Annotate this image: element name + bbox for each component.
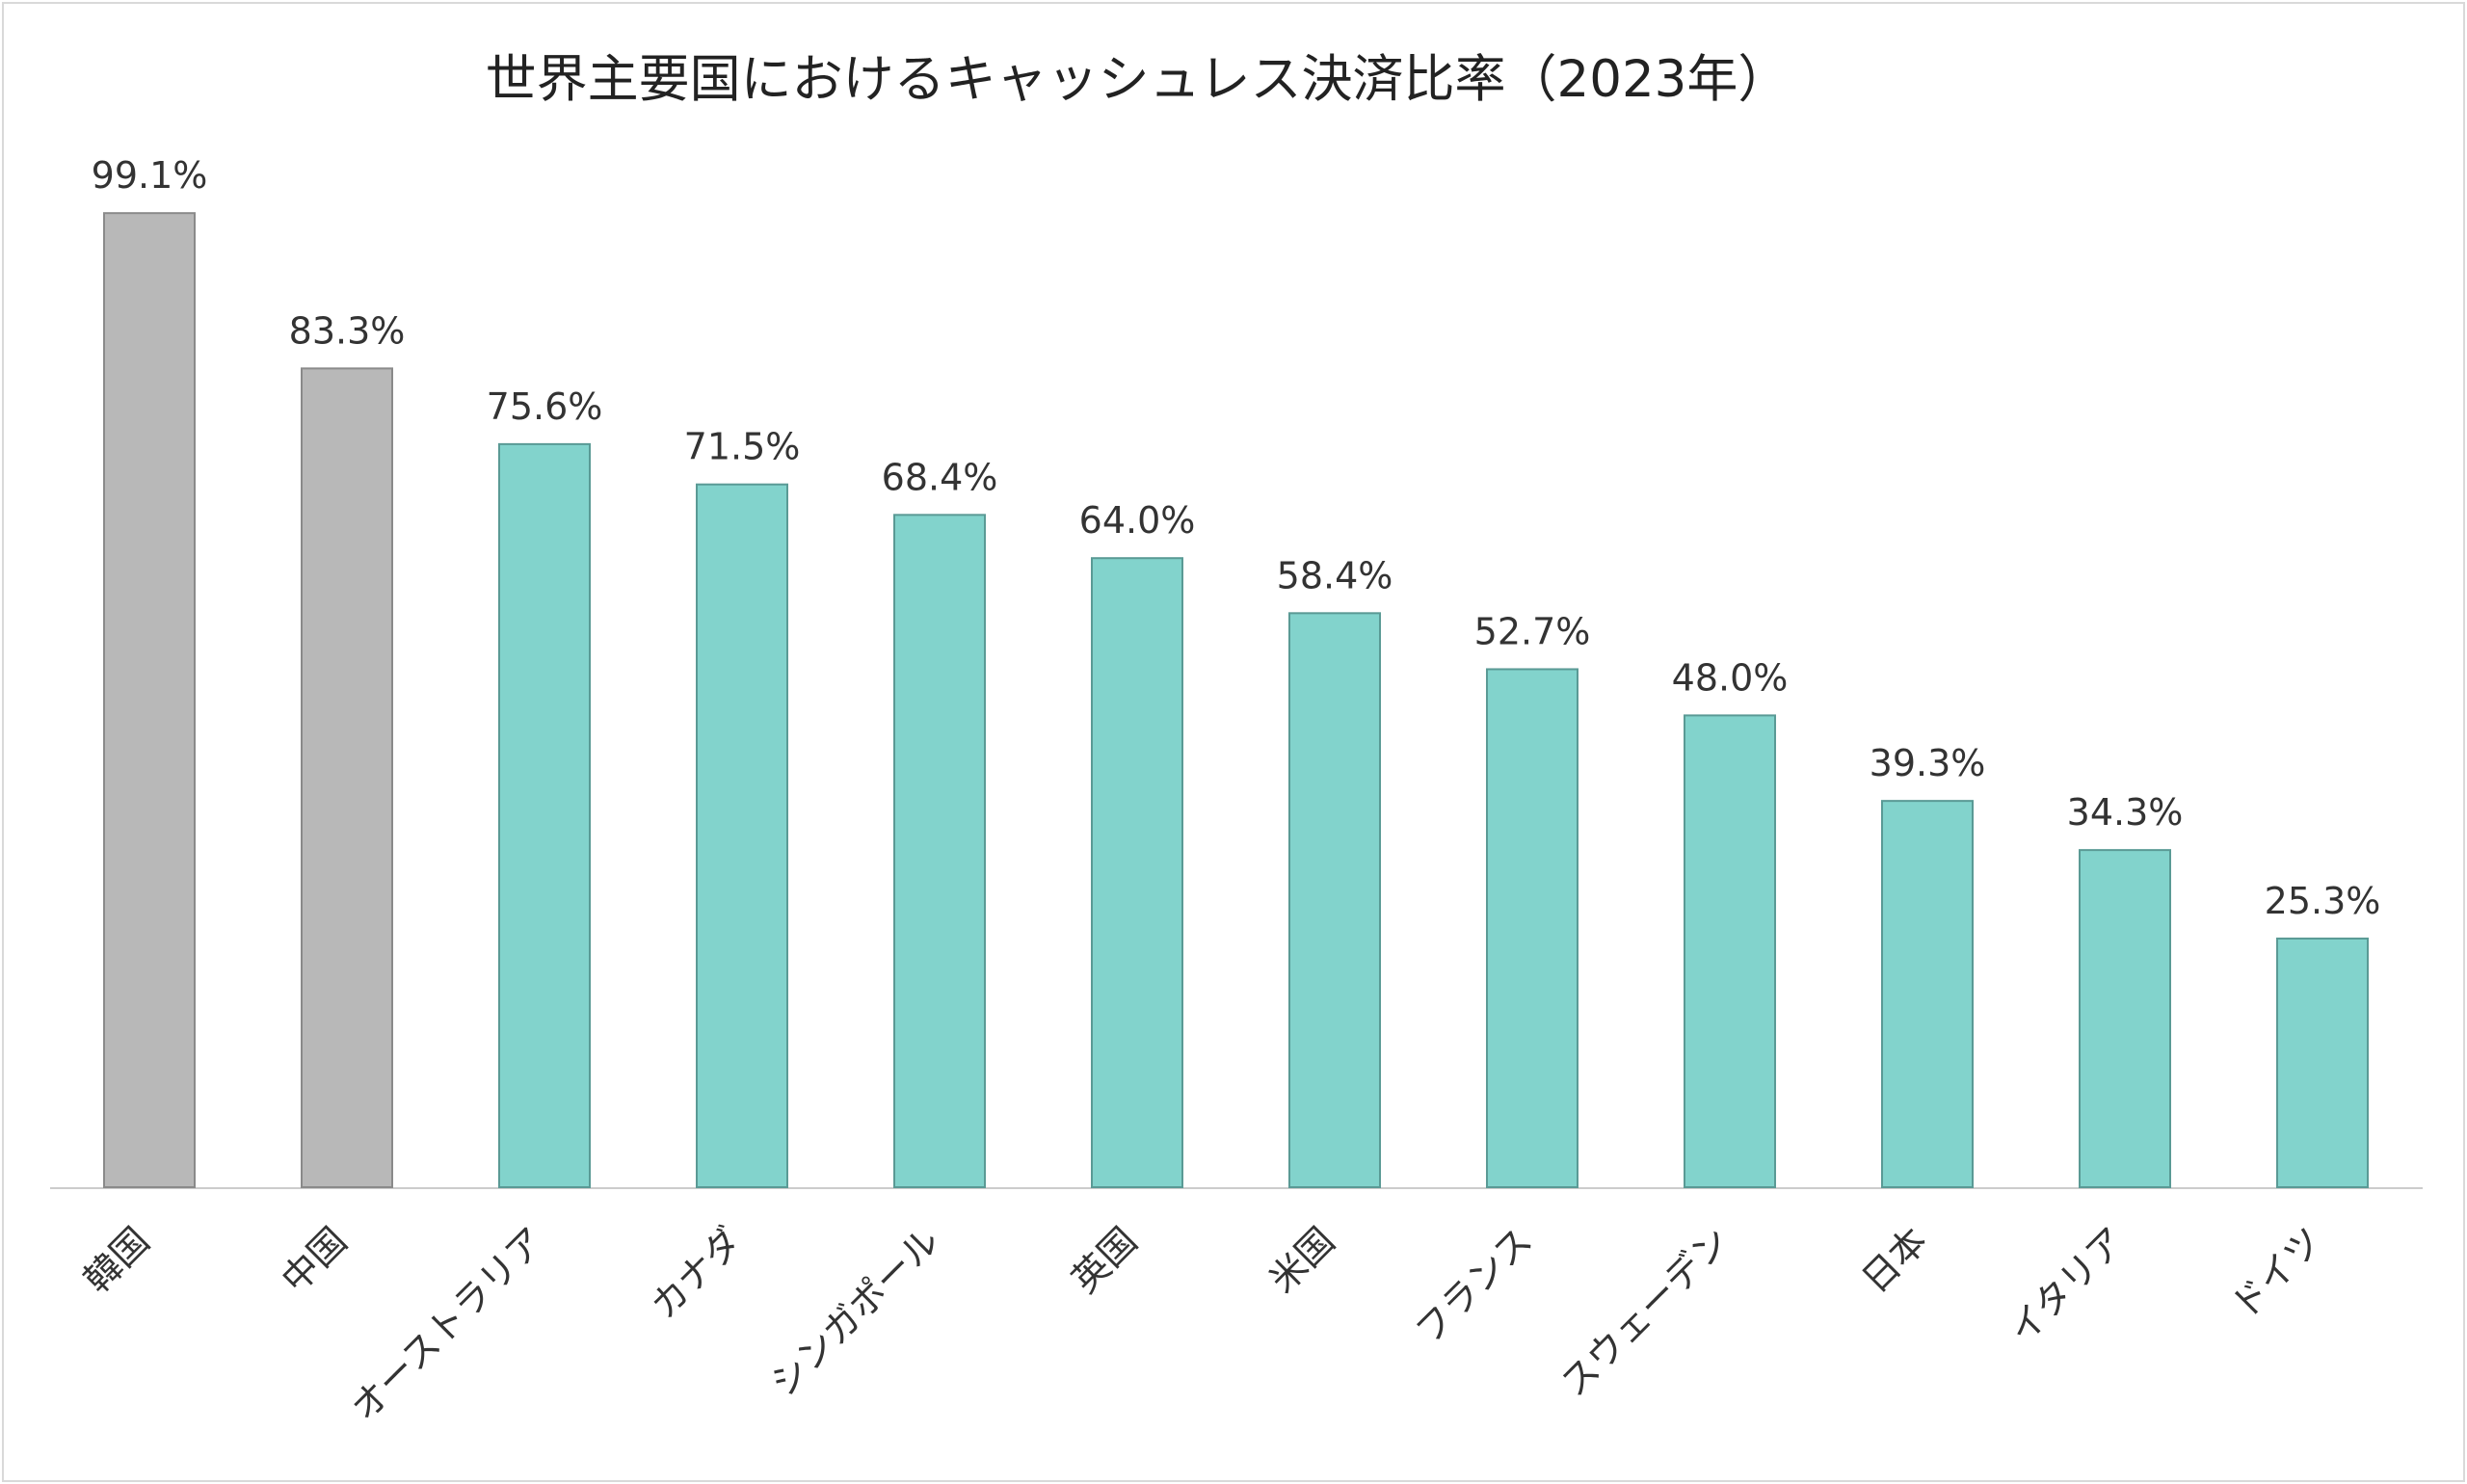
category-label-5: シンガポール xyxy=(762,1219,947,1404)
value-label-10: 39.3% xyxy=(1870,742,1986,784)
value-label-6: 64.0% xyxy=(1079,499,1196,542)
bar-4 xyxy=(696,483,788,1188)
category-label-9: スウェーデン xyxy=(1552,1219,1738,1404)
bar-9 xyxy=(1684,714,1776,1189)
category-label-2: 中国 xyxy=(274,1219,356,1301)
category-label-8: フランス xyxy=(1407,1219,1540,1352)
bar-11 xyxy=(2079,849,2171,1188)
value-labels-layer: 99.1% 83.3% 75.6% 71.5% 68.4% 64.0% 58.4% 52.7%… xyxy=(92,154,2381,922)
bar-10 xyxy=(1881,800,1974,1188)
category-label-11: イタリア xyxy=(2001,1219,2134,1352)
bar-1 xyxy=(103,212,196,1188)
bar-6 xyxy=(1091,557,1183,1188)
value-label-11: 34.3% xyxy=(2067,791,2184,834)
value-label-7: 58.4% xyxy=(1277,554,1393,596)
bar-12 xyxy=(2276,937,2369,1188)
category-label-10: 日本 xyxy=(1854,1219,1936,1301)
value-label-4: 71.5% xyxy=(684,426,801,468)
bar-chart: 世界主要国におけるキャッシュレス決済比率（2023年） 99.1% 83.3% 75… xyxy=(50,50,2423,1429)
category-label-12: ドイツ xyxy=(2223,1219,2331,1327)
bar-7 xyxy=(1288,612,1381,1188)
category-label-7: 米国 xyxy=(1261,1219,1343,1301)
category-label-1: 韓国 xyxy=(76,1219,158,1301)
category-label-6: 英国 xyxy=(1064,1219,1146,1301)
value-label-5: 68.4% xyxy=(882,456,998,498)
value-label-8: 52.7% xyxy=(1474,610,1591,652)
value-label-2: 83.3% xyxy=(289,309,406,352)
value-label-9: 48.0% xyxy=(1672,656,1789,699)
category-label-4: カナダ xyxy=(643,1219,751,1327)
bar-3 xyxy=(498,442,591,1188)
bars-layer xyxy=(103,212,2369,1189)
value-label-1: 99.1% xyxy=(92,154,208,197)
bar-2 xyxy=(301,367,393,1188)
chart-title: 世界主要国におけるキャッシュレス決済比率（2023年） xyxy=(486,50,1790,109)
bar-8 xyxy=(1486,668,1578,1188)
value-label-12: 25.3% xyxy=(2265,880,2381,922)
value-label-3: 75.6% xyxy=(487,385,603,428)
category-label-3: オーストラリア xyxy=(342,1219,552,1429)
bar-5 xyxy=(893,514,986,1188)
